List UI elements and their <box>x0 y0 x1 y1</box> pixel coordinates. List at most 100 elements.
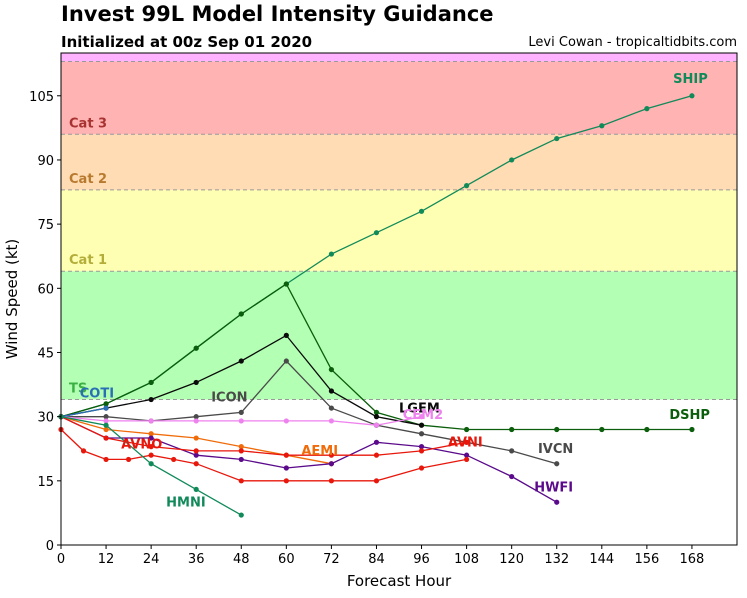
data-point <box>373 452 380 458</box>
chart-subtitle: Initialized at 00z Sep 01 2020 <box>61 33 313 51</box>
data-point <box>373 478 380 484</box>
data-point <box>148 396 154 403</box>
model-label-cem2: CEM2 <box>403 408 443 423</box>
series-line <box>60 407 107 418</box>
data-point <box>464 439 470 445</box>
model-label-hmni: HMNI <box>166 495 206 510</box>
intensity-bands: TS Cat 1 Cat 2 Cat 3 <box>61 53 737 545</box>
data-point <box>283 478 289 484</box>
data-point <box>238 478 244 484</box>
data-point <box>464 452 470 458</box>
y-tick-label: 75 <box>37 218 54 233</box>
series-line <box>61 360 377 426</box>
data-point <box>238 448 244 454</box>
data-point <box>464 456 470 463</box>
data-point <box>193 345 199 351</box>
model-label-aemi: AEMI <box>301 444 338 459</box>
data-point <box>238 418 244 424</box>
data-point <box>283 452 289 458</box>
data-point <box>148 452 154 458</box>
data-point <box>418 448 425 454</box>
data-point <box>193 435 199 441</box>
data-point <box>328 251 334 257</box>
model-label-hwfi: HWFI <box>534 481 573 496</box>
x-tick-label: 156 <box>634 552 659 567</box>
data-point <box>328 478 334 484</box>
model-label-ship: SHIP <box>673 72 708 87</box>
data-point <box>283 358 289 364</box>
series-line <box>60 416 467 456</box>
band-0 <box>61 399 737 545</box>
data-point <box>103 414 109 420</box>
data-point <box>148 435 154 441</box>
data-point <box>328 405 334 411</box>
data-point <box>283 332 289 338</box>
data-point <box>554 426 560 433</box>
data-point <box>238 409 244 415</box>
data-point <box>103 418 109 424</box>
data-point <box>148 444 154 450</box>
x-tick-label: 12 <box>98 552 115 567</box>
model-label-ivcn: IVCN <box>538 442 573 457</box>
x-tick-label: 24 <box>143 552 160 567</box>
band-label: TS <box>69 382 87 397</box>
data-point <box>148 379 154 386</box>
x-tick-label: 72 <box>323 552 340 567</box>
data-point <box>464 426 470 433</box>
y-tick-label: 90 <box>37 154 54 169</box>
data-point <box>80 448 87 454</box>
axes: 0 12 24 36 48 60 72 84 96 108 120 132 144 156 168 0 15 30… <box>29 52 738 567</box>
model-label-avni: AVNI <box>448 436 483 451</box>
model-lines <box>58 93 695 518</box>
series-hmni <box>58 414 244 518</box>
band-label: Cat 3 <box>69 116 107 131</box>
data-point <box>103 405 109 411</box>
y-tick-label: 60 <box>37 282 54 297</box>
data-point <box>644 106 650 112</box>
data-point <box>193 414 199 420</box>
y-tick-label: 15 <box>37 475 54 490</box>
data-point <box>148 461 154 467</box>
data-point <box>509 157 515 163</box>
x-tick-label: 48 <box>233 552 250 567</box>
data-point <box>328 418 334 424</box>
data-point <box>148 418 154 424</box>
data-point <box>418 465 425 471</box>
data-point <box>418 414 425 420</box>
model-label-icon: ICON <box>211 391 247 406</box>
model-labels: SHIP DSHP LGEM ICON IVCN CEM2 COTI AEMI HWFI AVNO… <box>80 72 710 511</box>
data-point <box>238 358 244 364</box>
chart-title: Invest 99L Model Intensity Guidance <box>61 2 494 26</box>
x-tick-label: 132 <box>544 552 569 567</box>
data-point <box>418 422 425 428</box>
data-point <box>103 435 109 441</box>
data-point <box>171 456 177 463</box>
band-2 <box>61 189 737 272</box>
series-line <box>60 416 558 503</box>
band-3 <box>61 134 737 190</box>
x-tick-label: 84 <box>368 552 385 567</box>
data-point <box>689 426 695 433</box>
x-tick-label: 144 <box>589 552 614 567</box>
data-point <box>238 512 244 518</box>
data-point <box>373 230 380 236</box>
data-point <box>148 431 154 437</box>
band-1 <box>61 271 737 400</box>
data-point <box>328 452 334 458</box>
data-point <box>599 426 605 433</box>
data-point <box>103 422 109 428</box>
data-point <box>373 414 380 420</box>
data-point <box>238 444 244 450</box>
x-tick-label: 36 <box>188 552 205 567</box>
x-tick-label: 120 <box>499 552 524 567</box>
data-point <box>193 461 199 467</box>
model-label-dshp: DSHP <box>669 408 710 423</box>
data-point <box>283 281 289 287</box>
data-point <box>554 135 560 142</box>
data-point <box>193 418 199 424</box>
data-point <box>464 183 470 189</box>
plot-frame <box>60 52 738 546</box>
x-tick-label: 168 <box>680 552 705 567</box>
data-point <box>418 444 425 450</box>
